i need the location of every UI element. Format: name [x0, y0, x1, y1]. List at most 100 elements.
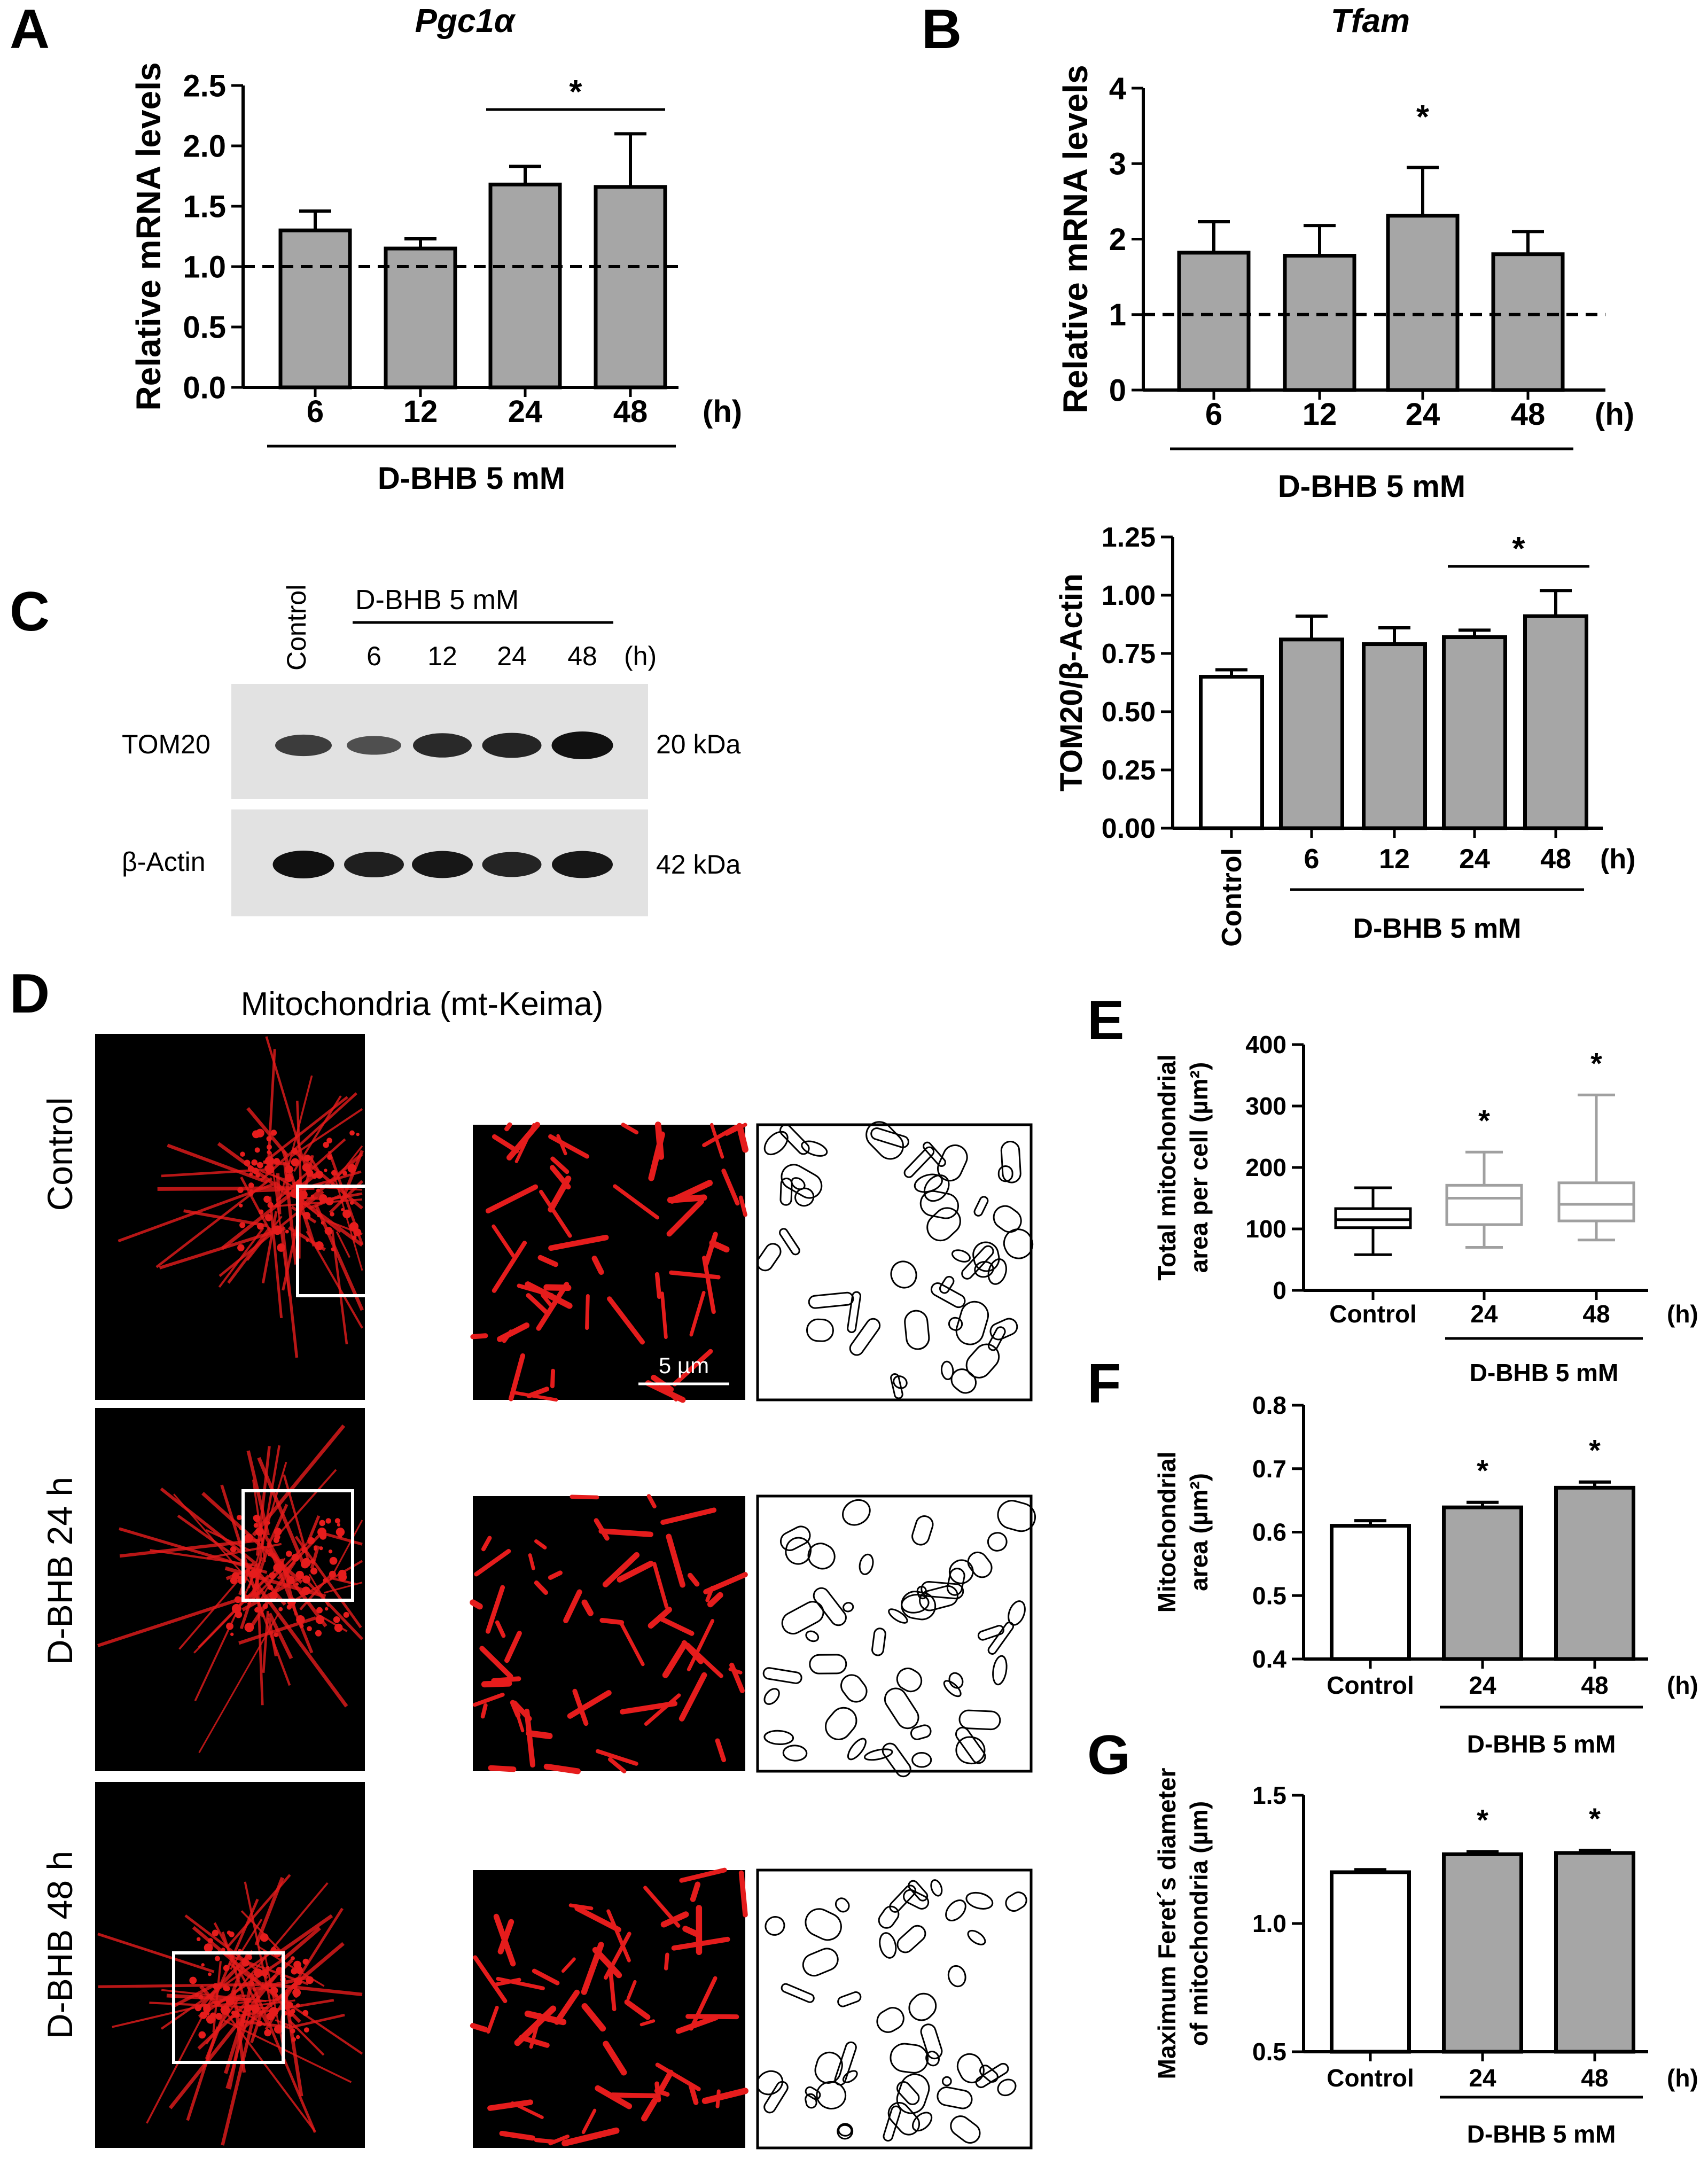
- row-label-48h: D-BHB 48 h: [40, 1851, 80, 2039]
- blot-band: [482, 852, 542, 877]
- mitochondria-dot: [274, 1632, 278, 1637]
- panel-letter-f: F: [1087, 1353, 1121, 1415]
- mitochondria-dot: [245, 2004, 252, 2012]
- zoom-strand: [595, 2085, 633, 2109]
- segmentation-outline: [948, 1672, 964, 1689]
- bar: [488, 182, 562, 390]
- segmentation-outline: [762, 1667, 802, 1684]
- zoom-strand: [532, 1968, 560, 1985]
- zoom-strand: [510, 1700, 521, 1718]
- mitochondria-dot: [244, 1159, 251, 1166]
- zoom-strand: [534, 1539, 547, 1549]
- mitochondria-strand: [276, 1138, 346, 1202]
- mitochondria-dot: [235, 1611, 243, 1618]
- segmentation-panel: [756, 1494, 1033, 1773]
- mitochondria-dot: [258, 1568, 263, 1574]
- mitochondria-strand: [283, 1474, 309, 1560]
- segmentation-outline: [987, 1622, 1015, 1655]
- mitochondria-dot: [249, 1172, 253, 1177]
- segmentation-outline: [916, 1585, 928, 1600]
- mitochondria-dot: [315, 1171, 324, 1179]
- x-tick-label: 24: [1469, 2064, 1496, 2092]
- zoom-strand: [554, 1989, 580, 2025]
- panel-letter-g: G: [1087, 1724, 1130, 1786]
- segmentation-outline: [808, 1291, 854, 1309]
- mitochondria-dot: [285, 1173, 293, 1182]
- zoom-strand: [702, 1256, 716, 1314]
- zoom-strand: [662, 1641, 688, 1678]
- mitochondria-dot: [213, 1983, 219, 1990]
- box: [1557, 1181, 1635, 1222]
- x-tick-label: 6: [1304, 844, 1320, 875]
- mitochondria-dot: [302, 1958, 309, 1965]
- mitochondria-dot: [292, 1232, 297, 1237]
- zoom-strand: [707, 1592, 723, 1608]
- zoom-strand: [508, 1353, 526, 1401]
- segmentation-outline: [805, 1908, 842, 1941]
- segmentation-outline: [950, 1368, 977, 1394]
- mitochondria-strand: [248, 1461, 287, 1588]
- zoom-strand: [678, 1672, 707, 1722]
- segmentation-outline: [882, 1742, 911, 1778]
- mitochondria-dot: [256, 1222, 264, 1230]
- x-tick-label: 24: [1406, 397, 1440, 432]
- zoom-strand: [485, 1184, 539, 1214]
- panel-letter-a: A: [10, 0, 50, 60]
- blot-group-label: D-BHB 5 mM: [355, 585, 519, 616]
- microscopy-panel: Mitochondria (mt-Keima) Control D-BHB 24…: [40, 986, 1036, 2150]
- mitochondria-strand: [160, 1488, 256, 1564]
- zoom-strand: [581, 1599, 594, 1616]
- y-tick-label: 1: [1109, 298, 1126, 332]
- bar: [1362, 642, 1427, 830]
- mitochondria-dot: [315, 1241, 324, 1250]
- zoom-strand: [528, 1553, 535, 1570]
- mitochondria-dot: [241, 1958, 249, 1967]
- x-tick-label: 48: [1511, 397, 1546, 432]
- zoom-strand: [620, 1701, 678, 1715]
- mitochondria-strand: [98, 1983, 260, 1989]
- y-tick-label: 0.75: [1102, 638, 1156, 669]
- box: [1334, 1207, 1412, 1229]
- zoom-strand: [492, 1241, 527, 1293]
- zoom-strand: [594, 1518, 610, 1541]
- mitochondria-strand: [157, 1186, 315, 1191]
- panel-letter-b: B: [922, 0, 962, 60]
- mitochondria-dot: [286, 2002, 293, 2009]
- mitochondria-dot: [256, 2020, 263, 2027]
- segmentation-outline: [930, 1879, 943, 1897]
- mitochondria-dot: [249, 1569, 258, 1578]
- zoom-strand: [646, 1494, 657, 1509]
- zoom-strand: [481, 1536, 492, 1552]
- bar: [278, 228, 352, 390]
- zoom-strand: [607, 1296, 645, 1345]
- zoom-strand: [526, 1293, 550, 1315]
- segmentation-outline: [903, 1889, 930, 1910]
- zoom-strand: [534, 1580, 548, 1595]
- segmentation-outline: [925, 2051, 940, 2067]
- segmentation-outline: [967, 1929, 986, 1945]
- mitochondria-dot: [261, 1969, 269, 1976]
- blot-lane-label-24: 24: [497, 641, 527, 671]
- segmentation-outline: [806, 1318, 834, 1342]
- mitochondria-strand: [221, 1170, 321, 1250]
- zoom-strand: [526, 1730, 553, 1739]
- segmentation-outline: [920, 2023, 943, 2060]
- segmentation-outline: [879, 1932, 897, 1959]
- mitochondria-dot: [329, 1556, 338, 1565]
- mitochondria-dot: [274, 1994, 278, 1997]
- y-tick-label: 0: [1273, 1276, 1286, 1304]
- mitochondria-dot: [306, 1238, 309, 1242]
- mitochondria-strand: [221, 1995, 261, 2146]
- mitochondria-dot: [310, 1559, 315, 1564]
- segmentation-outline: [943, 1680, 962, 1697]
- zoom-strand: [561, 1957, 576, 1973]
- segmentation-outline: [890, 1260, 917, 1289]
- segmentation-outline: [921, 1580, 964, 1600]
- mitochondria-dot: [254, 1607, 260, 1613]
- mitochondria-dot: [295, 2003, 300, 2008]
- segmentation-outline: [997, 1500, 1036, 1532]
- segmentation-outline: [843, 1602, 854, 1613]
- mitochondria-dot: [317, 1528, 327, 1537]
- mitochondria-dot: [349, 1201, 354, 1205]
